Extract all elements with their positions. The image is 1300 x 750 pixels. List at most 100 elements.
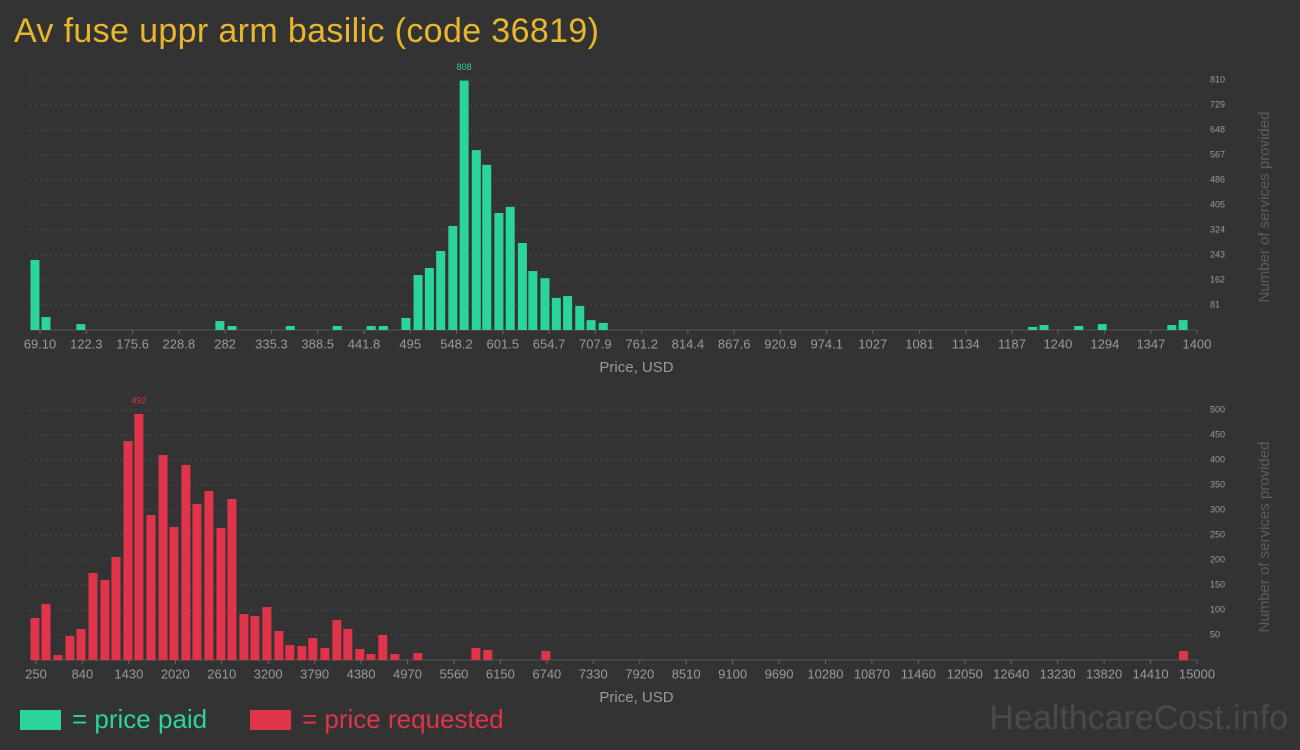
bar bbox=[563, 296, 573, 330]
x-tick-label: 6150 bbox=[486, 666, 515, 681]
x-tick-label: 2020 bbox=[161, 666, 190, 681]
y-tick-label: 250 bbox=[1210, 529, 1225, 539]
bar bbox=[308, 638, 318, 660]
bar bbox=[30, 259, 40, 330]
x-tick-label: 13230 bbox=[1040, 666, 1076, 681]
x-tick-label: 1187 bbox=[998, 336, 1026, 351]
value-label: 492 bbox=[131, 395, 146, 405]
bar bbox=[482, 164, 492, 330]
bar bbox=[53, 655, 63, 660]
bar bbox=[332, 325, 342, 330]
bar bbox=[471, 150, 481, 330]
x-tick-label: 388.5 bbox=[301, 336, 334, 351]
y-tick-label: 200 bbox=[1210, 554, 1225, 564]
bar bbox=[41, 604, 51, 660]
x-tick-label: 1400 bbox=[1183, 336, 1212, 351]
x-tick-label: 10870 bbox=[854, 666, 890, 681]
bar bbox=[1028, 326, 1038, 330]
bar bbox=[146, 515, 156, 660]
y-axis-title: Number of services provided bbox=[1256, 442, 1273, 633]
y-tick-label: 162 bbox=[1210, 274, 1225, 284]
y-tick-label: 300 bbox=[1210, 504, 1225, 514]
y-axis-title: Number of services provided bbox=[1256, 112, 1273, 303]
bar bbox=[320, 648, 330, 660]
bar bbox=[366, 325, 376, 330]
x-tick-label: 5560 bbox=[439, 666, 468, 681]
bar bbox=[401, 317, 411, 330]
bar bbox=[30, 618, 40, 660]
x-tick-label: 1027 bbox=[858, 336, 887, 351]
bar bbox=[250, 616, 260, 660]
bar bbox=[1178, 320, 1188, 330]
bar bbox=[1167, 325, 1177, 330]
bar bbox=[204, 491, 214, 660]
bar bbox=[111, 557, 121, 660]
x-tick-label: 9690 bbox=[765, 666, 794, 681]
bar bbox=[65, 636, 75, 660]
y-tick-label: 50 bbox=[1210, 629, 1220, 639]
y-tick-label: 350 bbox=[1210, 479, 1225, 489]
x-tick-label: 228.8 bbox=[163, 336, 196, 351]
bar bbox=[192, 504, 202, 660]
bar bbox=[158, 455, 168, 660]
y-tick-label: 243 bbox=[1210, 249, 1225, 259]
bar bbox=[1074, 325, 1084, 330]
x-tick-label: 3200 bbox=[254, 666, 283, 681]
bar bbox=[517, 242, 527, 330]
y-tick-label: 648 bbox=[1210, 124, 1225, 134]
x-tick-label: 10280 bbox=[807, 666, 843, 681]
x-tick-label: 441.8 bbox=[348, 336, 381, 351]
bar bbox=[540, 278, 550, 330]
y-tick-label: 567 bbox=[1210, 149, 1225, 159]
bar bbox=[181, 465, 191, 660]
bar bbox=[134, 414, 144, 660]
x-tick-label: 495 bbox=[399, 336, 421, 351]
x-tick-label: 6740 bbox=[532, 666, 561, 681]
bar bbox=[227, 499, 237, 660]
bar bbox=[1097, 324, 1107, 330]
bar bbox=[390, 654, 400, 660]
x-tick-label: 12050 bbox=[947, 666, 983, 681]
bar bbox=[494, 213, 504, 330]
legend-swatch bbox=[250, 710, 291, 730]
x-tick-label: 13820 bbox=[1086, 666, 1122, 681]
x-tick-label: 15000 bbox=[1179, 666, 1215, 681]
x-tick-label: 335.3 bbox=[255, 336, 288, 351]
chart-title: Av fuse uppr arm basilic (code 36819) bbox=[14, 12, 599, 50]
x-tick-label: 867.6 bbox=[718, 336, 751, 351]
y-tick-label: 500 bbox=[1210, 404, 1225, 414]
bar bbox=[483, 650, 493, 660]
x-tick-label: 4380 bbox=[347, 666, 376, 681]
bar bbox=[575, 305, 585, 330]
bar bbox=[1179, 651, 1189, 660]
bar bbox=[285, 325, 295, 330]
bar bbox=[41, 317, 51, 330]
bar bbox=[262, 607, 272, 660]
bar bbox=[505, 206, 515, 330]
x-tick-label: 14410 bbox=[1132, 666, 1168, 681]
bar bbox=[436, 250, 446, 330]
bar bbox=[123, 441, 133, 660]
y-tick-label: 450 bbox=[1210, 429, 1225, 439]
y-tick-label: 324 bbox=[1210, 224, 1225, 234]
x-tick-label: 1294 bbox=[1090, 336, 1119, 351]
bar bbox=[424, 267, 434, 330]
bar bbox=[76, 324, 86, 330]
x-tick-label: 1081 bbox=[905, 336, 934, 351]
bar bbox=[297, 646, 307, 660]
x-tick-label: 9100 bbox=[718, 666, 747, 681]
x-tick-label: 1134 bbox=[952, 336, 980, 351]
bar bbox=[378, 635, 388, 660]
x-tick-label: 974.1 bbox=[810, 336, 843, 351]
x-tick-label: 4970 bbox=[393, 666, 422, 681]
x-tick-label: 1347 bbox=[1136, 336, 1165, 351]
bar bbox=[528, 271, 538, 330]
y-tick-label: 729 bbox=[1210, 99, 1225, 109]
x-tick-label: 2610 bbox=[207, 666, 236, 681]
x-tick-label: 707.9 bbox=[579, 336, 612, 351]
x-tick-label: 7920 bbox=[625, 666, 654, 681]
bar bbox=[459, 80, 469, 331]
bar bbox=[215, 321, 225, 330]
legend-label: = price requested bbox=[302, 704, 504, 734]
bar bbox=[598, 322, 608, 330]
